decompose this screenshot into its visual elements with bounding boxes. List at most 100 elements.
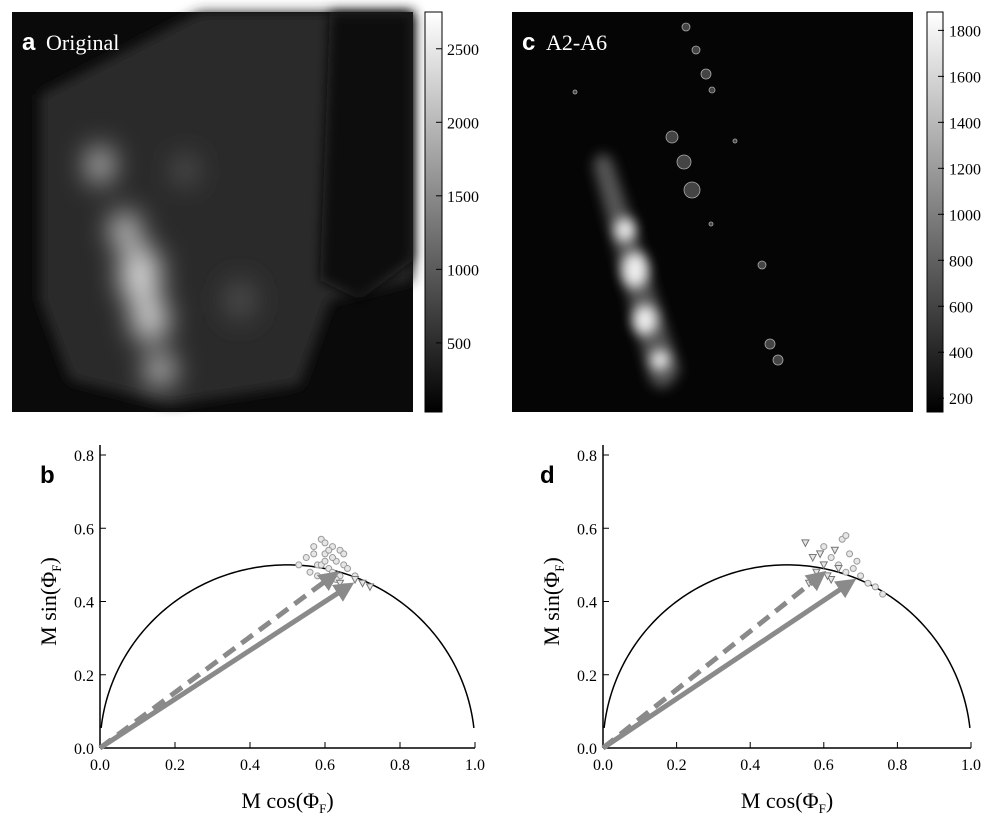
point [335, 579, 345, 588]
point [321, 557, 329, 565]
point [350, 576, 360, 585]
image-a [12, 12, 413, 412]
y-tick-label: 0.6 [577, 521, 597, 538]
x-axis-label: M cos(ΦF) [241, 788, 333, 816]
point [325, 546, 333, 554]
y-tick-label: 0.8 [577, 448, 597, 465]
x-tick-label: 0.0 [90, 757, 110, 774]
point [321, 539, 329, 547]
panel-label: b [40, 462, 55, 489]
point [864, 579, 872, 587]
point [834, 565, 843, 574]
image-title: A2-A6 [546, 30, 607, 55]
x-tick-label: 0.2 [667, 757, 687, 774]
y-tick-label: 0.4 [74, 595, 94, 612]
x-axis-label-part: M cos(Φ [241, 788, 319, 813]
x-axis-label-part: ) [826, 788, 833, 813]
colorbar-tick-label: 1200 [949, 161, 981, 178]
colorbar-tick-label: 1500 [447, 189, 479, 206]
point [842, 568, 850, 576]
y-axis-label-part: ) [539, 557, 564, 564]
point [310, 550, 318, 558]
point [306, 568, 314, 576]
panel-label: c [522, 29, 535, 56]
y-tick-label: 0.8 [74, 448, 94, 465]
point [329, 568, 336, 576]
point [849, 565, 857, 573]
colorbar [424, 11, 443, 413]
point [857, 572, 865, 580]
x-tick-label: 0.8 [887, 757, 907, 774]
image-c [512, 12, 913, 412]
point [365, 583, 375, 592]
point [820, 543, 828, 551]
point [827, 554, 835, 562]
x-axis-label: M cos(ΦF) [741, 788, 833, 816]
y-axis-label: M sin(ΦF) [36, 557, 64, 646]
x-tick-label: 0.0 [593, 757, 613, 774]
y-tick-label: 0.2 [74, 668, 94, 685]
y-tick-label: 0.0 [577, 741, 597, 758]
y-axis-label-part: M sin(Φ [36, 572, 61, 646]
point [815, 550, 825, 559]
vector-arrow [601, 570, 827, 750]
y-axis-label-sub: F [49, 564, 64, 571]
colorbar-tick-label: 400 [949, 345, 973, 362]
point [853, 557, 861, 565]
point [344, 565, 351, 573]
point [808, 554, 818, 563]
y-tick-label: 0.6 [74, 521, 94, 538]
colorbar-tick-label: 200 [949, 391, 973, 408]
point [302, 554, 310, 562]
vector-arrow [98, 582, 355, 751]
y-axis-label-part: ) [36, 557, 61, 564]
colorbar-tick-label: 600 [949, 299, 973, 316]
y-tick-label: 0.0 [74, 741, 94, 758]
x-tick-label: 0.4 [740, 757, 760, 774]
colorbar-tick-label: 1600 [949, 69, 981, 86]
point [871, 583, 879, 591]
x-tick-label: 0.2 [165, 757, 185, 774]
y-axis-label: M sin(ΦF) [539, 557, 567, 646]
point [830, 546, 840, 555]
point [295, 561, 303, 569]
y-tick-label: 0.4 [577, 595, 597, 612]
colorbar-tick-label: 500 [447, 336, 471, 353]
colorbar-tick-label: 1400 [949, 115, 981, 132]
point [329, 554, 336, 562]
point [310, 543, 318, 551]
colorbar-tick-label: 1000 [447, 262, 479, 279]
colorbar-tick-label: 2000 [447, 115, 479, 132]
colorbar-tick-label: 2500 [447, 42, 479, 59]
vector-arrow [98, 571, 339, 751]
x-tick-label: 0.8 [390, 757, 410, 774]
x-tick-label: 1.0 [465, 757, 485, 774]
panel-label: a [22, 29, 36, 56]
x-tick-label: 0.4 [240, 757, 260, 774]
y-axis-label-part: M sin(Φ [539, 572, 564, 646]
x-tick-label: 0.6 [315, 757, 335, 774]
x-axis-label-sub: F [819, 801, 826, 816]
point [846, 550, 854, 558]
colorbar-tick-label: 800 [949, 253, 973, 270]
colorbar [926, 11, 944, 413]
point [826, 576, 836, 585]
colorbar-tick-label: 1000 [949, 207, 981, 224]
point [314, 572, 321, 580]
point [358, 579, 367, 588]
x-tick-label: 1.0 [961, 757, 981, 774]
x-axis-label-part: ) [326, 788, 333, 813]
colorbar-tick-label: 1800 [949, 23, 981, 40]
point [842, 532, 850, 540]
y-tick-label: 0.2 [577, 668, 597, 685]
semicircle [603, 564, 971, 728]
image-title: Original [46, 30, 119, 55]
x-tick-label: 0.6 [814, 757, 834, 774]
x-axis-label-sub: F [319, 801, 326, 816]
point [340, 550, 348, 558]
x-axis-label-part: M cos(Φ [741, 788, 819, 813]
point [879, 590, 887, 598]
y-axis-label-sub: F [552, 564, 567, 571]
vector-arrow [601, 578, 857, 751]
